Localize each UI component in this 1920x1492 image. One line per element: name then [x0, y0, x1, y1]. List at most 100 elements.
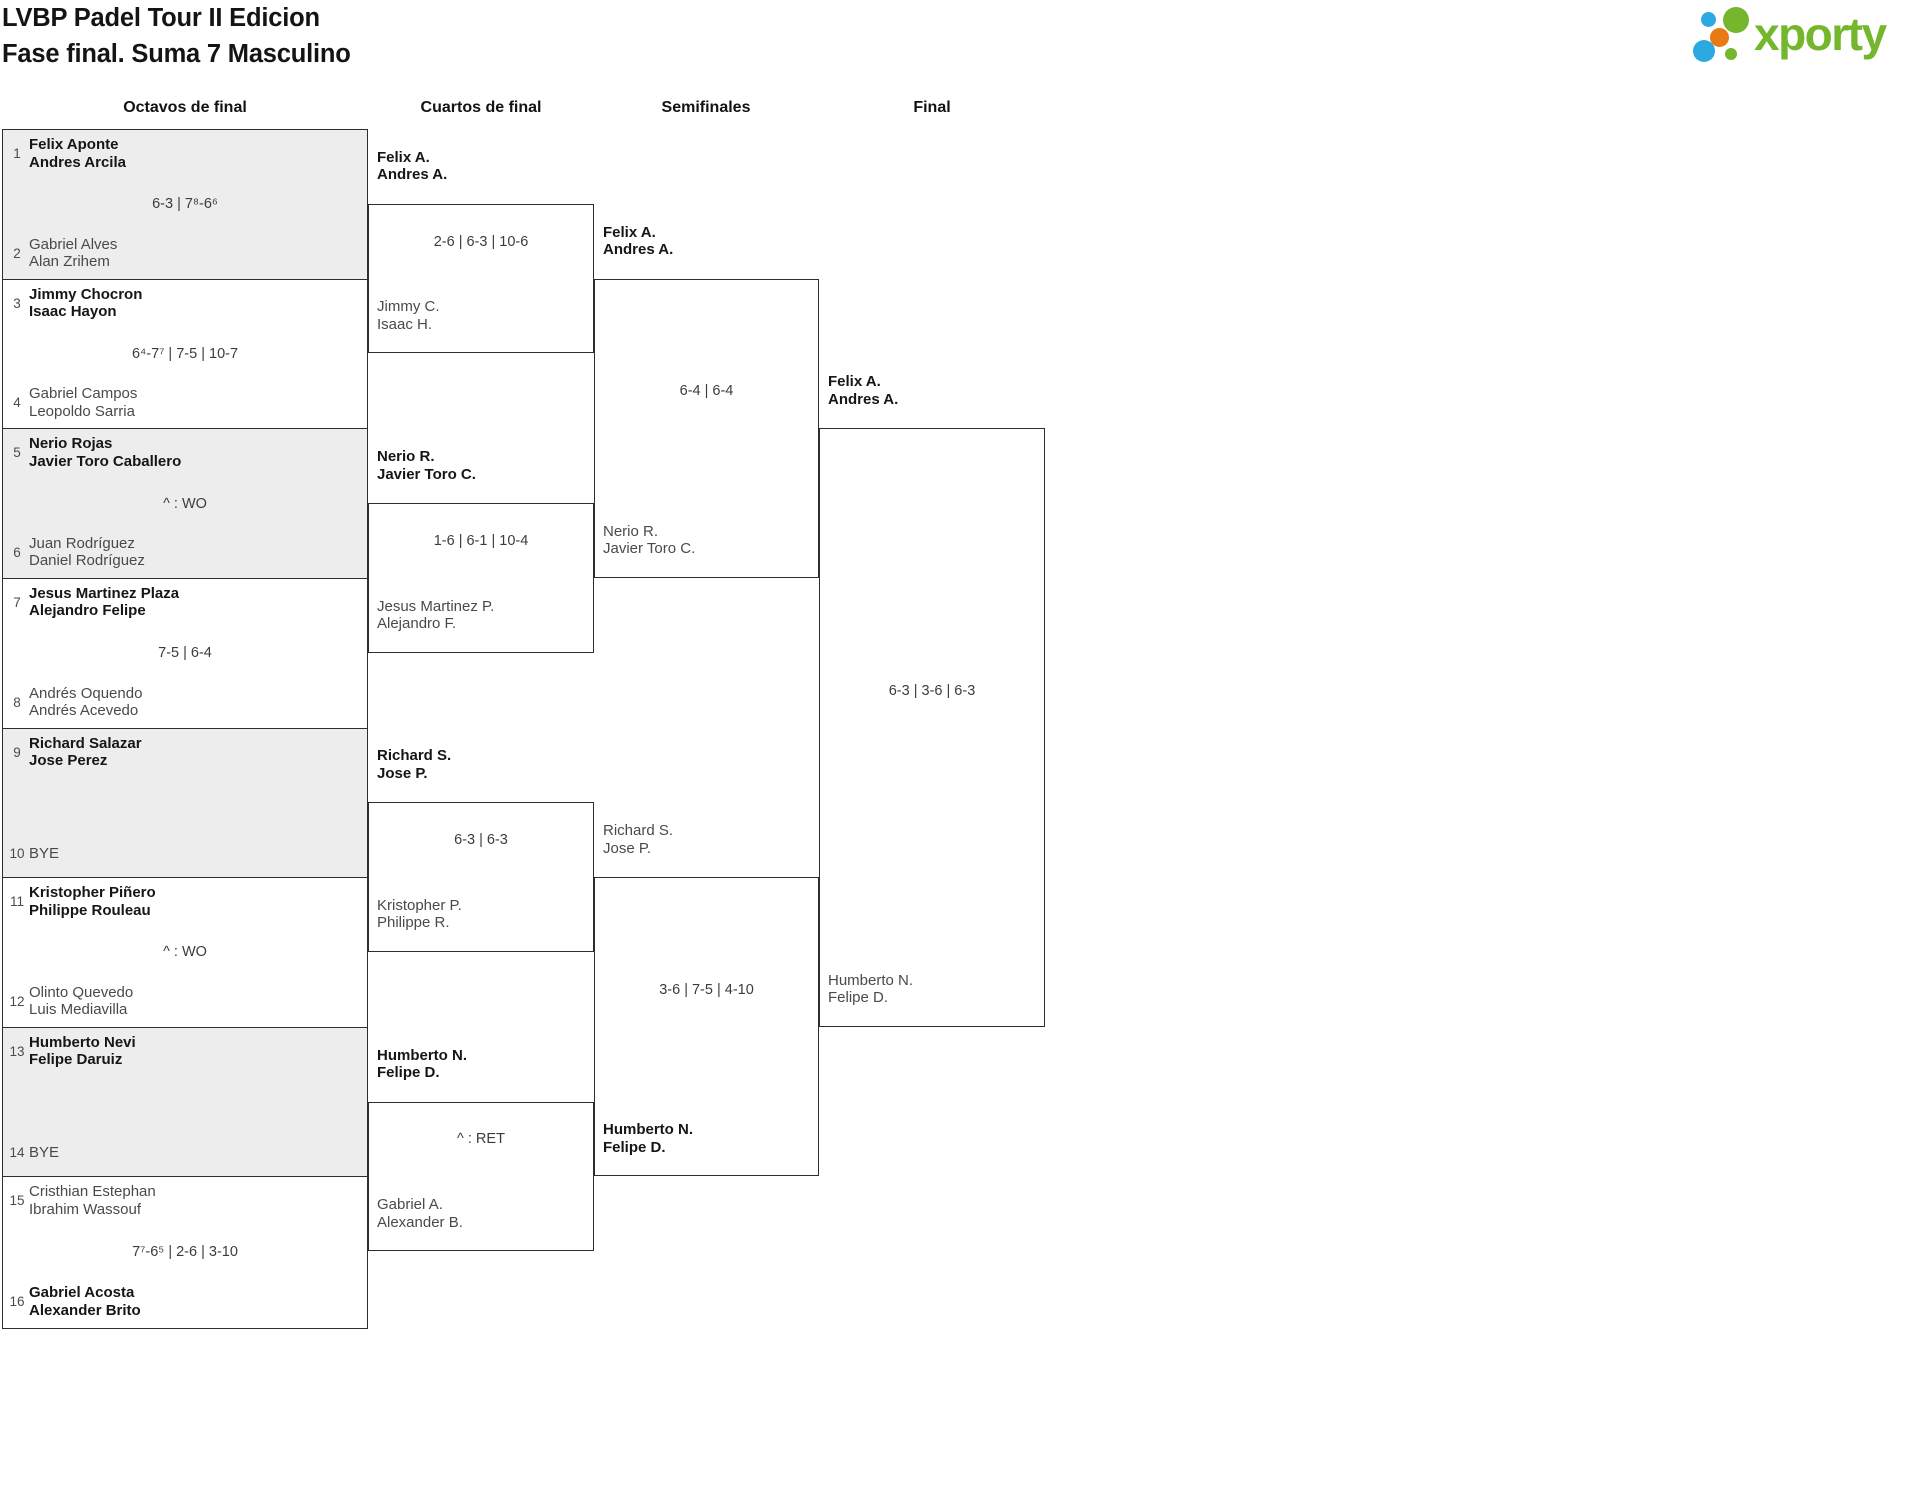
- team-name-line: Alexander B.: [377, 1213, 463, 1231]
- match-score: 2-6 | 6-3 | 10-6: [433, 233, 529, 250]
- seed-number: 7: [13, 594, 21, 610]
- team-name-line: Alejandro Felipe: [29, 602, 146, 620]
- round-header-cuartos: Cuartos de final: [420, 99, 542, 116]
- team-slot-bottom: 2 Gabriel Alves Alan Zrihem: [7, 236, 361, 271]
- team-name: Olinto Quevedo Luis Mediavilla: [29, 984, 133, 1019]
- match-cuartos-1: [368, 203, 594, 354]
- team-name-line: Kristopher Piñero: [29, 884, 156, 902]
- match-octavos-6: 11 Kristopher Piñero Philippe Rouleau ^ : W…: [3, 878, 367, 1028]
- match-score: ^ : WO: [163, 944, 207, 961]
- team-slot-top: 5 Nerio Rojas Javier Toro Caballero: [7, 435, 361, 470]
- tournament-name: LVBP Padel Tour II Edicion: [2, 4, 320, 32]
- team-name-line: Felix A.: [603, 223, 656, 241]
- match-final-1: [819, 428, 1045, 1027]
- match-octavos-5: 9 Richard Salazar Jose Perez 10 BYE: [3, 728, 367, 879]
- xporty-logo: xporty: [1692, 4, 1920, 68]
- team-name-line: Gabriel Campos: [29, 385, 138, 403]
- match-score: ^ : RET: [457, 1131, 505, 1148]
- advancing-team: Felix A. Andres A.: [603, 224, 673, 259]
- team-name-line: Andres A.: [377, 166, 448, 184]
- seed-number: 10: [9, 845, 25, 861]
- team-name-line: Felix A.: [377, 148, 430, 166]
- bye-label: BYE: [29, 1144, 59, 1162]
- team-name-line: Olinto Quevedo: [29, 983, 134, 1001]
- team-name: Kristopher Piñero Philippe Rouleau: [29, 884, 156, 919]
- team-name-line: Alejandro F.: [377, 615, 457, 633]
- team-name-line: Gabriel A.: [377, 1196, 443, 1214]
- team-name-line: Felipe D.: [603, 1138, 666, 1156]
- match-score: 7⁷-6⁵ | 2-6 | 3-10: [132, 1244, 238, 1261]
- seed-number: 3: [13, 295, 21, 311]
- team-name-line: Jose Perez: [29, 752, 108, 769]
- team-name: Jimmy Chocron Isaac Hayon: [29, 286, 142, 321]
- match-score: 6-3 | 6-3: [454, 832, 508, 849]
- team-slot-top: 1 Felix Aponte Andres Arcila: [7, 136, 361, 171]
- team-name-line: Ibrahim Wassouf: [29, 1200, 141, 1218]
- team-name-line: Richard S.: [377, 747, 452, 765]
- team-name-line: Felix Aponte: [29, 136, 119, 153]
- match-score: 3-6 | 7-5 | 4-10: [659, 981, 754, 998]
- advancing-team: Humberto N. Felipe D.: [828, 972, 913, 1007]
- seed-number: 16: [9, 1294, 25, 1309]
- match-cuartos-2: [368, 503, 594, 653]
- team-name-line: Humberto Nevi: [29, 1033, 136, 1051]
- logo-dot-blue-small: [1700, 11, 1716, 27]
- logo-dot-blue-large: [1693, 40, 1715, 62]
- team-name-line: Andres Arcila: [29, 153, 126, 171]
- team-name-line: Isaac Hayon: [29, 303, 117, 321]
- seed-number: 1: [13, 146, 21, 161]
- team-name-line: Andrés Acevedo: [29, 702, 139, 719]
- team-name-line: Andres A.: [603, 241, 674, 259]
- team-name-line: Daniel Rodríguez: [29, 552, 145, 570]
- team-name-line: Humberto N.: [377, 1046, 467, 1064]
- advancing-team: Humberto N. Felipe D.: [377, 1047, 467, 1082]
- team-name-line: Kristopher P.: [377, 896, 462, 914]
- team-slot-top: 9 Richard Salazar Jose Perez: [7, 735, 361, 770]
- match-score: ^ : WO: [163, 495, 207, 512]
- match-semifinales-2: [594, 877, 819, 1177]
- team-name-line: Jose P.: [377, 764, 428, 782]
- team-slot-top: 7 Jesus Martinez Plaza Alejandro Felipe: [7, 585, 361, 620]
- advancing-team: Gabriel A. Alexander B.: [377, 1196, 463, 1231]
- page-title: LVBP Padel Tour II Edicion Fase final. S…: [2, 1, 351, 72]
- team-name: Felix Aponte Andres Arcila: [29, 136, 126, 171]
- team-slot-top: 3 Jimmy Chocron Isaac Hayon: [7, 286, 361, 321]
- round-header-octavos: Octavos de final: [123, 99, 247, 116]
- team-name-line: Gabriel Alves: [29, 235, 118, 253]
- team-name-line: Felipe Daruiz: [29, 1051, 123, 1069]
- team-name: Nerio Rojas Javier Toro Caballero: [29, 435, 181, 470]
- team-name: Gabriel Alves Alan Zrihem: [29, 236, 117, 271]
- match-octavos-8: 15 Cristhian Estephan Ibrahim Wassouf 7⁷-6⁵…: [3, 1177, 367, 1327]
- team-slot-top: 11 Kristopher Piñero Philippe Rouleau: [7, 884, 361, 919]
- match-score: 7-5 | 6-4: [158, 645, 212, 662]
- advancing-team: Felix A. Andres A.: [828, 373, 898, 408]
- advancing-team: Richard S. Jose P.: [603, 822, 673, 857]
- team-name-line: Jimmy C.: [377, 298, 440, 316]
- team-name: Juan Rodríguez Daniel Rodríguez: [29, 535, 145, 570]
- advancing-team: Richard S. Jose P.: [377, 747, 451, 782]
- team-name-line: Alan Zrihem: [29, 253, 110, 271]
- team-slot-bottom: 16 Gabriel Acosta Alexander Brito: [7, 1284, 361, 1319]
- seed-number: 11: [9, 894, 24, 910]
- team-name: Humberto Nevi Felipe Daruiz: [29, 1034, 136, 1069]
- team-slot-bottom: 4 Gabriel Campos Leopoldo Sarria: [7, 385, 361, 420]
- team-name: Gabriel Campos Leopoldo Sarria: [29, 385, 137, 420]
- seed-number: 6: [13, 544, 21, 560]
- team-name-line: Felipe D.: [377, 1064, 440, 1082]
- match-octavos-3: 5 Nerio Rojas Javier Toro Caballero ^ : WO 6…: [3, 429, 367, 579]
- match-octavos-4: 7 Jesus Martinez Plaza Alejandro Felipe 7-5…: [3, 579, 367, 729]
- advancing-team: Humberto N. Felipe D.: [603, 1121, 693, 1156]
- logo-dot-green-small: [1725, 47, 1737, 60]
- team-name-line: Richard S.: [603, 822, 674, 840]
- team-name-line: Javier Toro C.: [377, 465, 476, 483]
- match-score: 6-3 | 7⁸-6⁶: [152, 196, 218, 213]
- team-name: Andrés Oquendo Andrés Acevedo: [29, 685, 142, 720]
- advancing-team: Kristopher P. Philippe R.: [377, 897, 462, 932]
- team-name-line: Jose P.: [603, 839, 652, 857]
- team-name-line: Alexander Brito: [29, 1301, 141, 1319]
- seed-number: 9: [13, 744, 21, 760]
- team-slot-bottom: 12 Olinto Quevedo Luis Mediavilla: [7, 984, 361, 1019]
- seed-number: 12: [9, 993, 25, 1009]
- team-name-line: Andres A.: [828, 390, 899, 408]
